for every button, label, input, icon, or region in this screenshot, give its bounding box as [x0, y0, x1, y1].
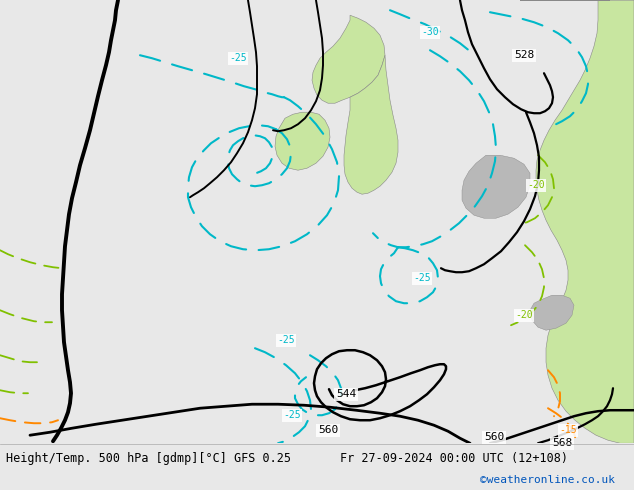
Text: Height/Temp. 500 hPa [gdmp][°C] GFS 0.25: Height/Temp. 500 hPa [gdmp][°C] GFS 0.25 [6, 452, 291, 465]
Text: Fr 27-09-2024 00:00 UTC (12+108): Fr 27-09-2024 00:00 UTC (12+108) [340, 452, 568, 465]
Text: -25: -25 [277, 335, 295, 345]
Text: -30: -30 [421, 27, 439, 37]
Text: -25: -25 [283, 410, 301, 420]
Text: 544: 544 [336, 389, 356, 399]
Polygon shape [462, 155, 530, 218]
Text: 568: 568 [552, 438, 572, 448]
Polygon shape [312, 15, 385, 103]
Polygon shape [275, 112, 330, 170]
Text: -25: -25 [229, 53, 247, 63]
Text: -25: -25 [413, 273, 431, 283]
Text: ©weatheronline.co.uk: ©weatheronline.co.uk [480, 475, 615, 485]
Text: 560: 560 [318, 425, 338, 435]
Text: -20: -20 [515, 310, 533, 320]
Text: 560: 560 [484, 432, 504, 442]
Polygon shape [520, 0, 634, 443]
Polygon shape [344, 55, 398, 194]
Polygon shape [530, 295, 574, 330]
Text: -20: -20 [527, 180, 545, 190]
Text: 528: 528 [514, 50, 534, 60]
Text: -15: -15 [559, 425, 577, 435]
